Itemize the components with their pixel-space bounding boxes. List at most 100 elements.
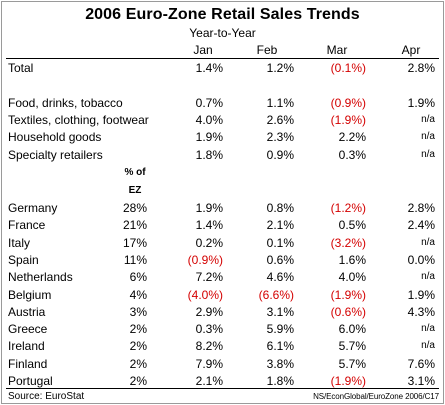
value-cell: n/a xyxy=(421,149,435,160)
value-cell: 7.6% xyxy=(407,357,435,371)
value-cell: n/a xyxy=(421,114,435,125)
value-cell: 7.9% xyxy=(195,357,223,371)
value-cell: 2.3% xyxy=(266,130,294,144)
month-header-feb: Feb xyxy=(256,43,278,57)
value-cell: 1.9% xyxy=(195,130,223,144)
month-header-jan: Jan xyxy=(193,43,213,57)
value-cell: 0.6% xyxy=(266,253,294,267)
value-cell: 5.7% xyxy=(338,339,366,353)
value-cell: 2.1% xyxy=(266,218,294,232)
value-cell: (3.2%) xyxy=(330,236,366,250)
value-cell: 0.1% xyxy=(266,236,294,250)
row-label: Total xyxy=(8,61,34,75)
value-cell: 3.1% xyxy=(407,374,435,388)
value-cell: (4.0%) xyxy=(187,288,223,302)
value-cell: n/a xyxy=(421,271,435,282)
value-cell: 0.0% xyxy=(407,253,435,267)
value-cell: 0.3% xyxy=(338,148,366,162)
table-subtitle: Year-to-Year xyxy=(189,26,256,40)
value-cell: n/a xyxy=(421,237,435,248)
ez-share-cell: 17% xyxy=(122,236,147,250)
value-cell: 2.9% xyxy=(195,305,223,319)
table-title: 2006 Euro-Zone Retail Sales Trends xyxy=(85,6,360,23)
value-cell: 1.6% xyxy=(338,253,366,267)
value-cell: 2.4% xyxy=(407,218,435,232)
value-cell: (1.9%) xyxy=(330,113,366,127)
country-label: Greece xyxy=(8,322,48,336)
country-label: Belgium xyxy=(8,288,52,302)
ez-share-cell: 3% xyxy=(129,305,147,319)
country-label: Finland xyxy=(8,357,48,371)
country-label: Portugal xyxy=(8,374,53,388)
value-cell: (0.9%) xyxy=(330,96,366,110)
country-label: Italy xyxy=(8,236,31,250)
row-label: Household goods xyxy=(8,130,102,144)
value-cell: 2.1% xyxy=(195,374,223,388)
value-cell: 1.8% xyxy=(266,374,294,388)
ez-share-cell: 2% xyxy=(129,322,147,336)
value-cell: 6.1% xyxy=(266,339,294,353)
value-cell: 3.8% xyxy=(266,357,294,371)
ez-share-cell: 2% xyxy=(129,374,147,388)
value-cell: 0.8% xyxy=(266,201,294,215)
country-label: Netherlands xyxy=(8,270,73,284)
value-cell: 4.0% xyxy=(195,113,223,127)
ez-share-cell: 6% xyxy=(129,270,147,284)
value-cell: 4.3% xyxy=(407,305,435,319)
value-cell: 2.2% xyxy=(338,130,366,144)
value-cell: (0.1%) xyxy=(330,61,366,75)
value-cell: 8.2% xyxy=(195,339,223,353)
header-rule xyxy=(6,58,439,59)
value-cell: 4.6% xyxy=(266,270,294,284)
row-label: Specialty retailers xyxy=(8,148,103,162)
country-label: Ireland xyxy=(8,339,45,353)
value-cell: 2.6% xyxy=(266,113,294,127)
source-note: Source: EuroStat xyxy=(8,391,85,402)
ez-share-cell: 2% xyxy=(129,357,147,371)
value-cell: (0.6%) xyxy=(330,305,366,319)
value-cell: 1.9% xyxy=(407,288,435,302)
value-cell: (1.9%) xyxy=(330,374,366,388)
value-cell: (0.9%) xyxy=(187,253,223,267)
value-cell: n/a xyxy=(421,340,435,351)
value-cell: 7.2% xyxy=(195,270,223,284)
country-label: Germany xyxy=(8,201,58,215)
ez-share-cell: 4% xyxy=(129,288,147,302)
ez-share-cell: 11% xyxy=(123,253,147,267)
value-cell: 5.9% xyxy=(266,322,294,336)
credit-note: NS/EconGlobal/EuroZone 2006/C17 xyxy=(313,392,439,401)
country-label: France xyxy=(8,218,46,232)
country-label: Spain xyxy=(8,253,39,267)
row-label: Textiles, clothing, footwear xyxy=(8,113,149,127)
value-cell: 0.5% xyxy=(338,218,366,232)
value-cell: 2.8% xyxy=(407,201,435,215)
country-label: Austria xyxy=(8,305,46,319)
value-cell: n/a xyxy=(421,131,435,142)
value-cell: 0.3% xyxy=(195,322,223,336)
value-cell: 6.0% xyxy=(338,322,366,336)
ez-share-header: % of xyxy=(124,167,146,178)
ez-share-cell: 2% xyxy=(129,339,147,353)
value-cell: 3.1% xyxy=(266,305,294,319)
value-cell: (1.2%) xyxy=(330,201,366,215)
value-cell: (6.6%) xyxy=(258,288,294,302)
month-header-apr: Apr xyxy=(401,43,421,57)
value-cell: 1.9% xyxy=(195,201,223,215)
value-cell: n/a xyxy=(421,323,435,334)
ez-share-header: EZ xyxy=(128,185,142,196)
month-header-mar: Mar xyxy=(326,43,348,57)
value-cell: 1.4% xyxy=(195,218,223,232)
value-cell: 1.1% xyxy=(266,96,294,110)
value-cell: 5.7% xyxy=(338,357,366,371)
value-cell: 0.7% xyxy=(195,96,223,110)
value-cell: 0.9% xyxy=(266,148,294,162)
ez-share-cell: 21% xyxy=(122,218,147,232)
footer-rule xyxy=(6,388,439,389)
value-cell: (1.9%) xyxy=(330,288,366,302)
value-cell: 1.4% xyxy=(195,61,223,75)
value-cell: 1.8% xyxy=(195,148,223,162)
ez-share-cell: 28% xyxy=(122,201,147,215)
value-cell: 4.0% xyxy=(338,270,366,284)
value-cell: 1.9% xyxy=(407,96,435,110)
